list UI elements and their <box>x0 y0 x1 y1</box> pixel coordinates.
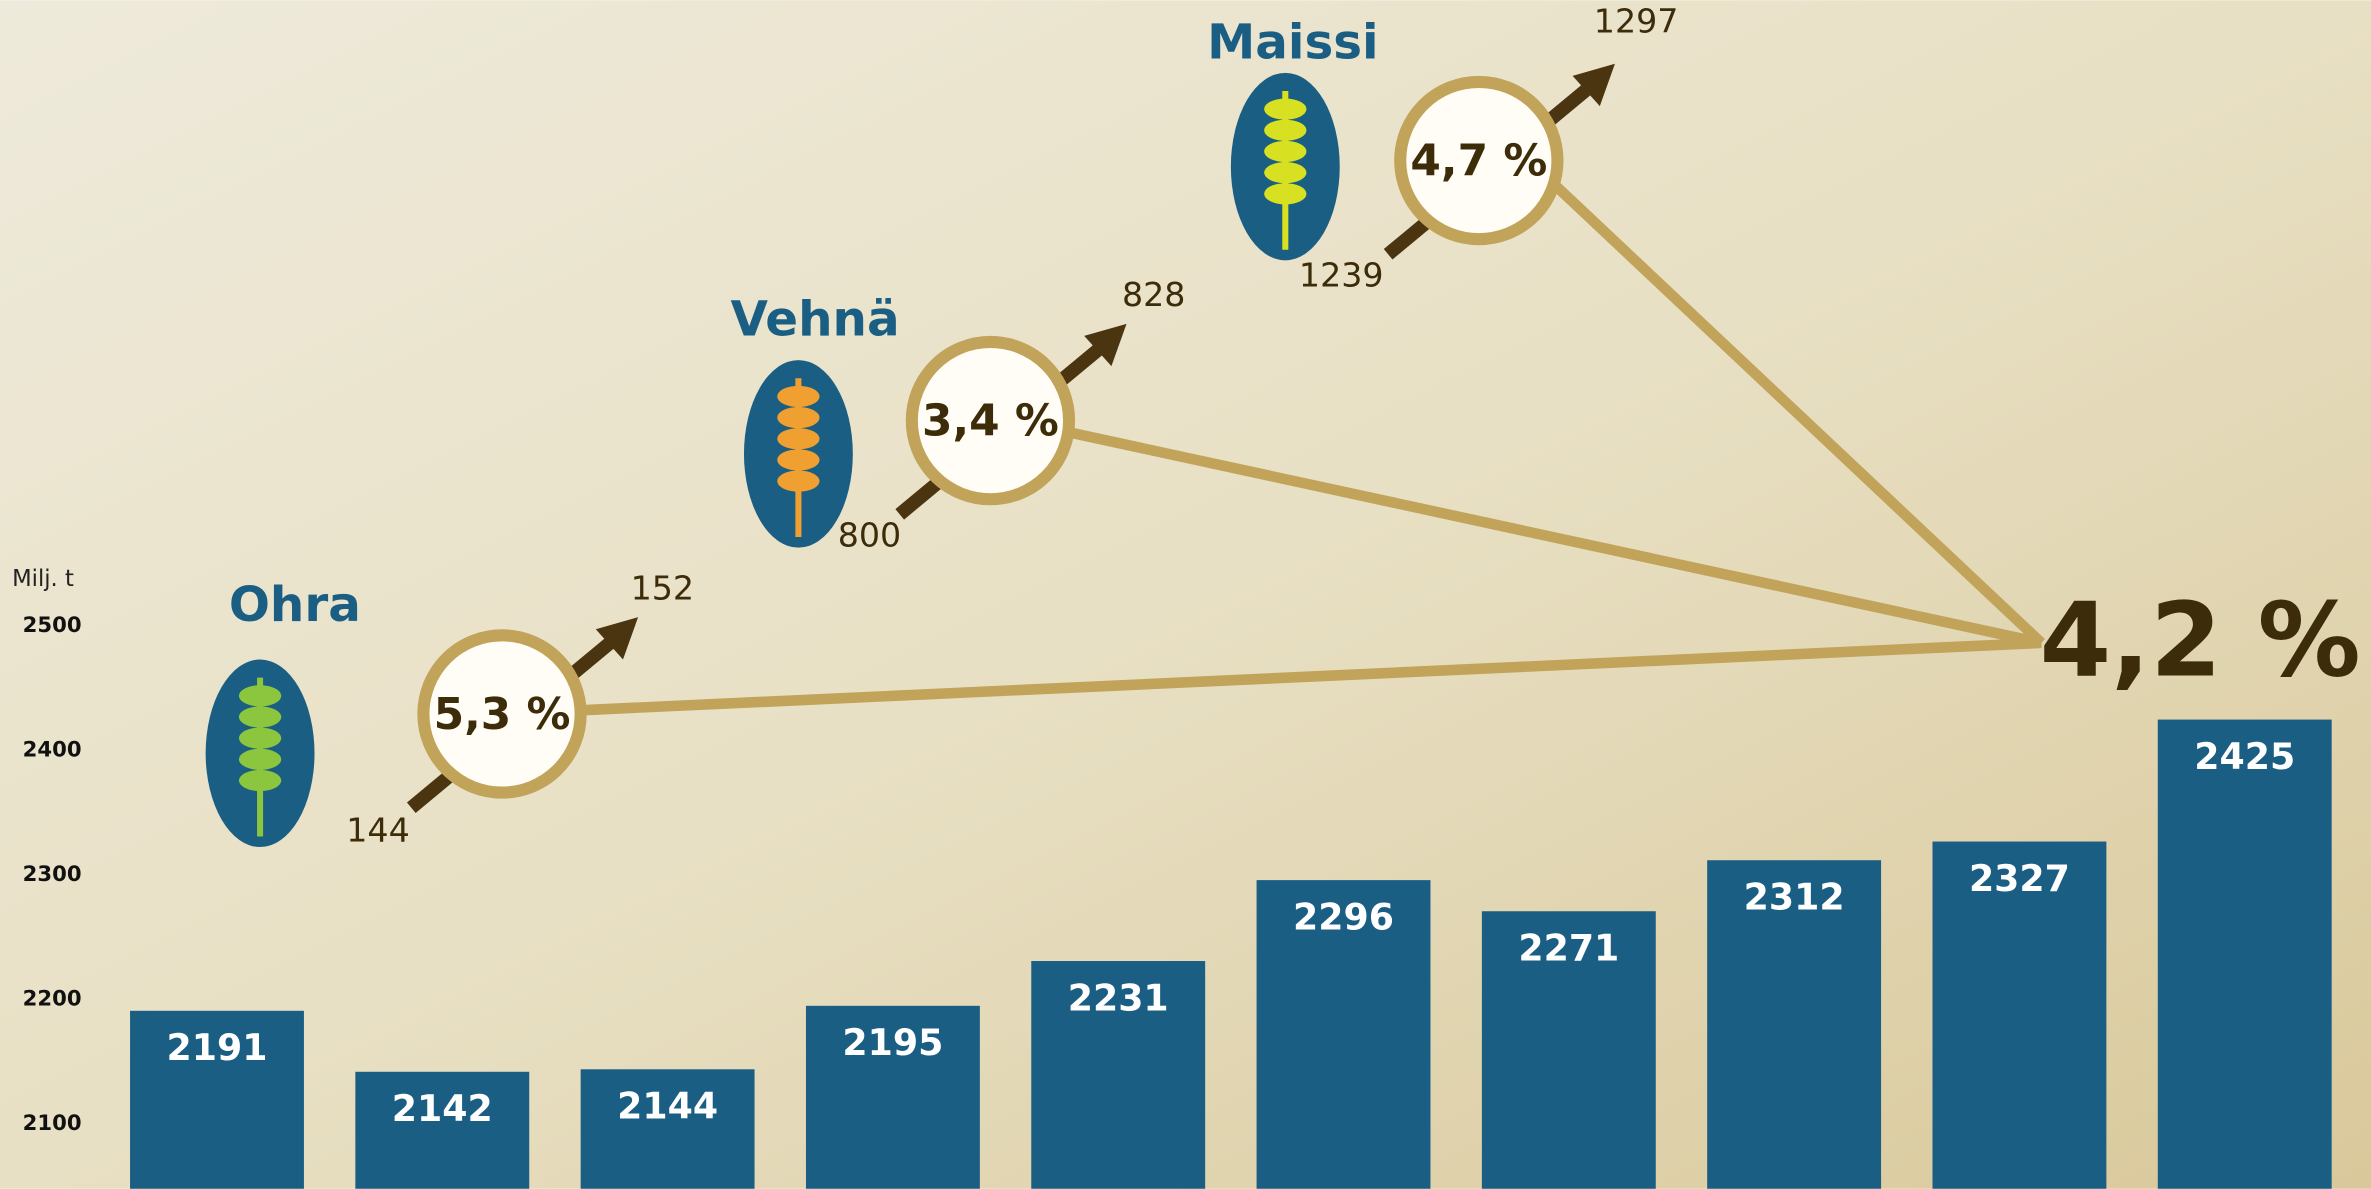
crop-from: 1239 <box>1299 255 1384 294</box>
bar <box>805 1005 980 1189</box>
y-axis-label: Milj. t <box>12 566 74 592</box>
connector <box>1550 180 2045 647</box>
crop-name: Maissi <box>1207 15 1379 71</box>
value-label: 2296 <box>1293 895 1394 938</box>
change-circle <box>417 629 587 799</box>
value-label: 2191 <box>166 1026 267 1069</box>
value-label: 2327 <box>1969 857 2070 900</box>
connector <box>577 637 2042 716</box>
y-tick-label: 2400 <box>23 737 82 762</box>
bar <box>1031 961 1206 1189</box>
bar <box>130 1010 304 1189</box>
y-tick-label: 2300 <box>23 861 82 886</box>
total-change: 4,2 % <box>2040 582 2361 701</box>
value-label: 2144 <box>617 1085 718 1128</box>
crop-change: 4,7 % <box>1410 136 1547 187</box>
y-tick-label: 2200 <box>23 986 82 1011</box>
y-tick-label: 2500 <box>23 612 82 637</box>
connector <box>1064 426 2043 649</box>
bar <box>2157 719 2332 1189</box>
value-label: 2425 <box>2194 735 2295 778</box>
crop-to: 828 <box>1122 275 1185 314</box>
bar <box>1932 841 2107 1189</box>
bar <box>355 1071 530 1189</box>
value-label: 2142 <box>392 1087 493 1130</box>
crop-name: Vehnä <box>730 291 899 347</box>
crop-from: 144 <box>346 810 409 849</box>
change-circle <box>1394 75 1564 246</box>
crop-change: 3,4 % <box>922 396 1059 447</box>
value-label: 2231 <box>1068 976 1169 1019</box>
crop-name: Ohra <box>229 577 361 633</box>
value-label: 2195 <box>842 1021 943 1064</box>
crop-to: 1297 <box>1594 1 1679 40</box>
arrow-head <box>1572 63 1615 107</box>
arrow-head <box>595 617 639 660</box>
crop-from: 800 <box>838 516 901 555</box>
bar <box>1707 860 1882 1189</box>
value-label: 2271 <box>1518 927 1619 970</box>
bar <box>1256 880 1431 1189</box>
bar <box>1481 911 1656 1189</box>
bar <box>580 1069 755 1189</box>
y-tick-label: 2100 <box>23 1110 82 1135</box>
arrow-head <box>1084 323 1127 367</box>
crop-change: 5,3 % <box>434 689 571 740</box>
crop-to: 152 <box>631 568 694 607</box>
value-label: 2312 <box>1744 876 1845 919</box>
change-circle <box>905 335 1076 506</box>
